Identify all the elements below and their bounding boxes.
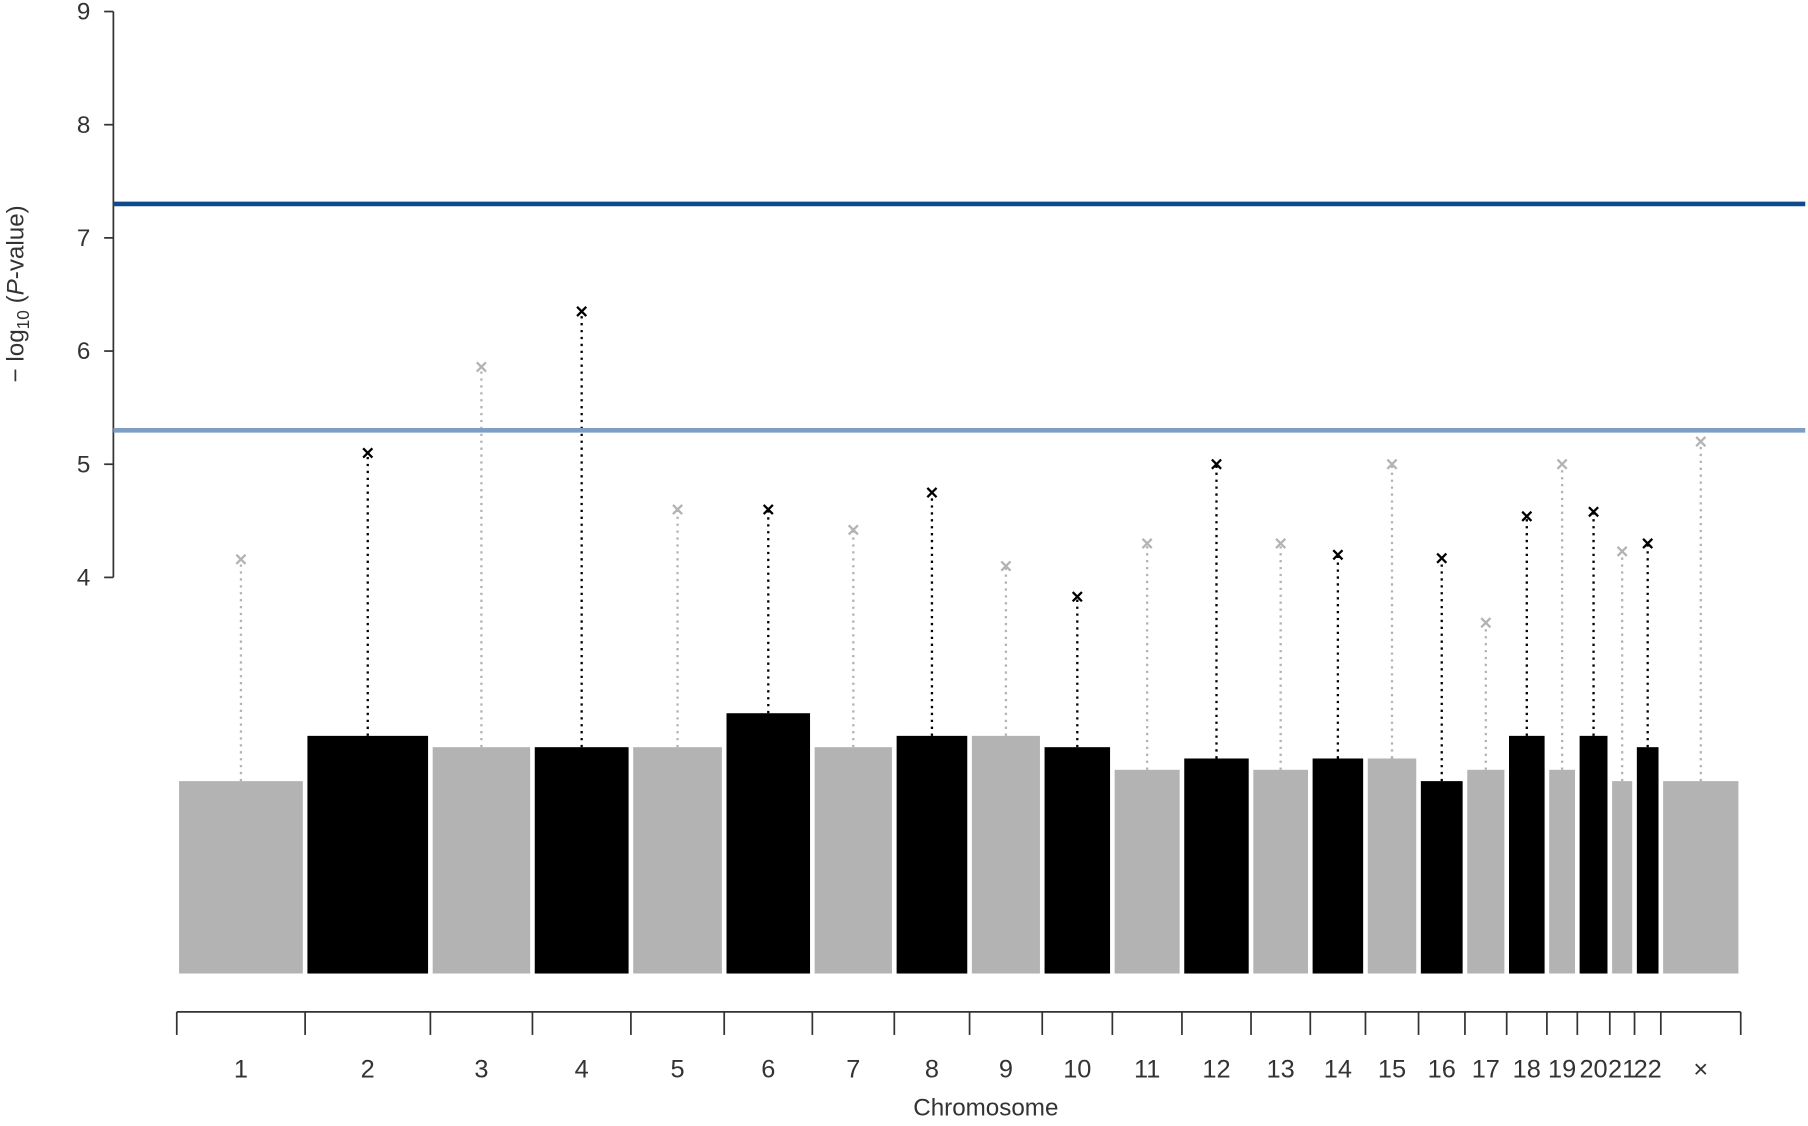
snp-cloud (1549, 769, 1576, 974)
snp-cloud (534, 747, 629, 974)
x-tick-label: 5 (670, 1056, 684, 1084)
snp-cloud (726, 713, 811, 974)
top-snp (1642, 538, 1654, 549)
top-snp (762, 504, 774, 515)
x-tick-label: 15 (1378, 1056, 1406, 1084)
y-tick-label: 6 (77, 338, 90, 365)
snp-cloud (896, 735, 968, 974)
x-tick-label: 7 (846, 1056, 860, 1084)
x-tick-label: 4 (575, 1056, 589, 1084)
snp-cloud (814, 747, 893, 974)
top-snp (1436, 552, 1448, 564)
snp-cloud (1044, 747, 1111, 974)
y-tick-label: 5 (77, 451, 90, 478)
y-tick-label: 4 (77, 564, 90, 591)
x-tick-label: 21 (1608, 1056, 1636, 1084)
top-snp (1521, 510, 1533, 522)
snp-cloud (1636, 747, 1659, 974)
snp-cloud (1467, 769, 1505, 974)
x-tick-label: 12 (1202, 1056, 1230, 1084)
top-snp (1695, 436, 1707, 448)
x-tick-label: 16 (1428, 1056, 1456, 1084)
x-tick-label: 8 (925, 1056, 939, 1084)
x-tick-label: 22 (1634, 1056, 1662, 1084)
top-snp (576, 306, 588, 317)
snp-cloud (971, 735, 1040, 974)
y-title-part: -value) (2, 205, 29, 279)
y-title-part: P (2, 279, 29, 295)
snp-cloud (432, 747, 531, 974)
y-axis-title: − log10 (P-value) (2, 205, 33, 382)
x-tick-label: 6 (761, 1056, 775, 1084)
top-snp (1071, 591, 1083, 603)
top-snp (1332, 549, 1344, 561)
top-snp (1275, 538, 1287, 549)
snp-cloud (1367, 758, 1417, 974)
top-snp (1616, 545, 1628, 557)
snp-cloud (1312, 758, 1364, 974)
top-snp (1386, 458, 1398, 470)
snp-cloud (1114, 769, 1180, 974)
y-tick-label: 7 (77, 225, 90, 252)
x-tick-label: 9 (999, 1056, 1013, 1084)
x-tick-label: 10 (1063, 1056, 1091, 1084)
snp-cloud (633, 747, 722, 974)
top-snp (847, 524, 859, 536)
snp-cloud (307, 735, 429, 974)
x-tick-label: 17 (1472, 1056, 1500, 1084)
snp-cloud (1420, 781, 1463, 974)
snp-cloud (1579, 735, 1608, 974)
x-tick-label: 11 (1134, 1056, 1160, 1084)
y-title-part: − log (2, 329, 29, 382)
top-snp (1556, 458, 1568, 470)
x-tick-label: × (1693, 1056, 1708, 1084)
top-snp (1588, 506, 1599, 518)
snp-cloud (1663, 781, 1739, 974)
top-snp (1480, 617, 1492, 629)
x-tick-label: 18 (1513, 1056, 1541, 1084)
top-snp (1000, 560, 1012, 572)
x-tick-label: 13 (1267, 1056, 1295, 1084)
top-snp (362, 447, 374, 459)
y-title-part: ( (2, 295, 29, 310)
top-snp (1211, 458, 1222, 470)
x-tick-label: 2 (361, 1056, 375, 1084)
snp-cloud (1184, 758, 1249, 974)
x-tick-label: 14 (1324, 1056, 1352, 1084)
x-tick-label: 3 (474, 1056, 488, 1084)
y-tick-label: 8 (77, 112, 90, 139)
top-snp (235, 553, 247, 565)
top-snp (672, 504, 683, 515)
snp-cloud (179, 781, 303, 974)
x-tick-label: 20 (1579, 1056, 1607, 1084)
top-snp (926, 487, 938, 498)
y-title-subscript: 10 (13, 310, 33, 329)
x-tick-label: 19 (1548, 1056, 1576, 1084)
top-snp (475, 361, 487, 373)
snp-cloud (1253, 769, 1308, 974)
x-tick-label: 1 (234, 1056, 248, 1084)
snp-cloud (1508, 735, 1545, 974)
y-tick-label: 9 (77, 0, 90, 26)
x-axis-title: Chromosome (913, 1095, 1058, 1122)
snp-cloud (1612, 781, 1633, 974)
top-snp (1141, 538, 1153, 549)
